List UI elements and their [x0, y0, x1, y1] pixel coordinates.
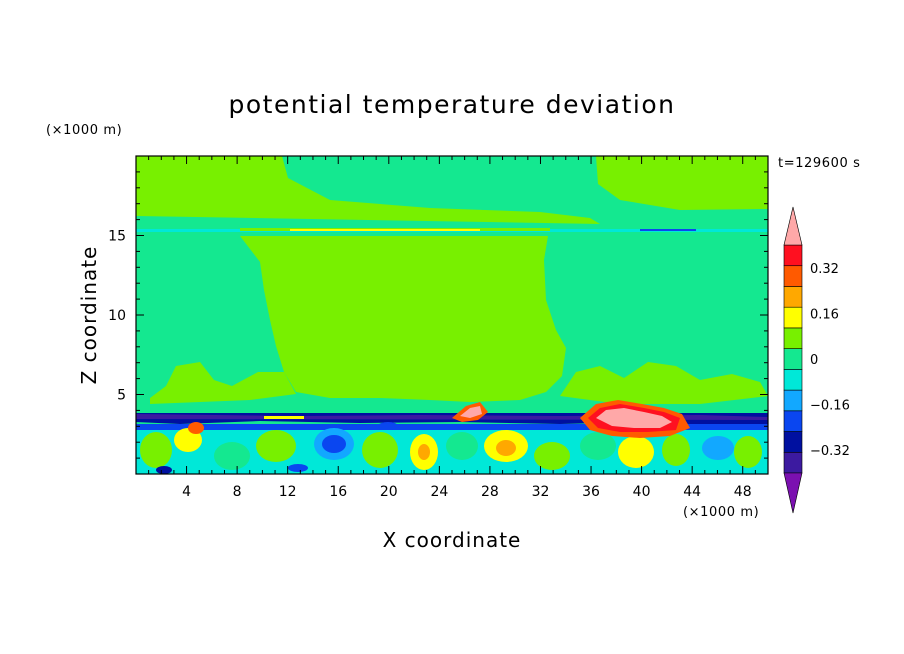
boundary-layer-cells [140, 422, 762, 474]
time-label: t=129600 s [778, 156, 861, 171]
inversion-warm-dash [264, 416, 304, 419]
y-tick-label: 5 [117, 388, 126, 404]
colorbar-swatch [783, 410, 803, 432]
colorbar-swatch [783, 369, 803, 391]
y-axis-unit: (×1000 m) [46, 123, 122, 138]
y-axis-ticks: 5 10 15 [108, 171, 768, 459]
colorbar-swatch [783, 431, 803, 453]
colorbar-swatch [783, 327, 803, 349]
colorbar-swatch [783, 265, 803, 287]
x-tick-label: 8 [233, 484, 242, 500]
colorbar-label: 0 [810, 353, 818, 368]
colorbar: 0.32 0.16 0 −0.16 −0.32 [783, 206, 850, 514]
colorbar-swatch [783, 306, 803, 329]
x-tick-label: 36 [582, 484, 600, 500]
y-tick-label: 15 [108, 229, 126, 245]
y-tick-label: 10 [108, 308, 126, 324]
x-tick-label: 4 [182, 484, 191, 500]
small-warm-patch-core [460, 406, 482, 418]
x-tick-label: 24 [430, 484, 448, 500]
x-tick-label: 16 [329, 484, 347, 500]
x-axis-label: X coordinate [383, 528, 522, 552]
right-warm-lobe [560, 362, 768, 404]
tropopause-yellow-streak [290, 229, 480, 231]
colorbar-swatch [783, 348, 803, 370]
chart-title: potential temperature deviation [229, 90, 676, 119]
colorbar-swatch [783, 389, 803, 412]
y-axis-label: Z coordinate [77, 246, 101, 385]
colorbar-label: 0.32 [810, 262, 839, 277]
x-tick-label: 48 [734, 484, 752, 500]
colorbar-swatch [783, 286, 803, 308]
colorbar-label: 0.16 [810, 307, 839, 322]
field-map [136, 156, 768, 474]
x-axis-ticks: 4 8 12 16 20 24 28 32 36 40 44 48 [148, 156, 756, 500]
x-tick-label: 32 [532, 484, 550, 500]
mid-warm-plume [240, 236, 566, 402]
left-warm-lobe [150, 362, 296, 404]
upper-warm-band [136, 156, 768, 224]
colorbar-min-arrow [783, 472, 803, 514]
x-tick-label: 44 [683, 484, 701, 500]
x-tick-label: 20 [380, 484, 398, 500]
colorbar-max-arrow [783, 206, 803, 246]
boundary-warm-patch-core [596, 408, 672, 428]
tropopause-blue-streak [640, 229, 696, 231]
colorbar-swatch [783, 244, 803, 267]
colorbar-label: −0.32 [810, 444, 850, 459]
x-axis-unit: (×1000 m) [683, 505, 759, 520]
x-tick-label: 40 [633, 484, 651, 500]
colorbar-label: −0.16 [810, 399, 850, 414]
colorbar-swatch [783, 451, 803, 474]
x-tick-label: 12 [279, 484, 297, 500]
x-tick-label: 28 [481, 484, 499, 500]
